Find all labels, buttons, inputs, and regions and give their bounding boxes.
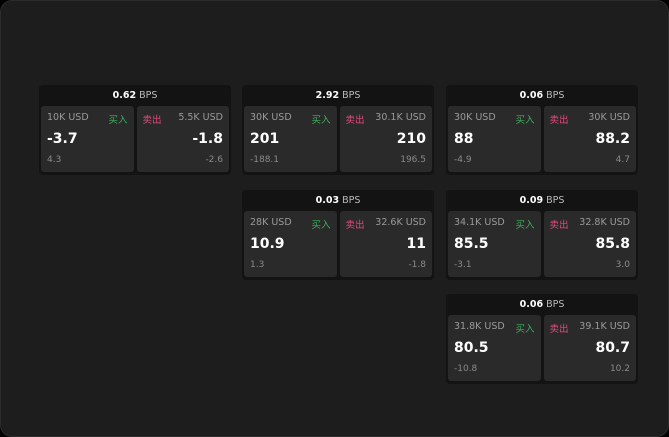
buy-button[interactable]: 10K USD 买入 -3.7 4.3 (41, 106, 134, 172)
buy-label: 买入 (515, 324, 535, 335)
buy-price: -3.7 (47, 131, 78, 147)
spread-value: 0.03 (315, 195, 340, 206)
quote-card: 0.03 BPS 28K USD 买入 10.9 1.3 卖出 32.6K USD… (242, 190, 434, 280)
quote-card: 0.06 BPS 31.8K USD 买入 80.5 -10.8 卖出 39.1K… (446, 294, 638, 384)
buy-button[interactable]: 31.8K USD 买入 80.5 -10.8 (448, 315, 541, 381)
buy-quantity: 10K USD (47, 112, 89, 123)
spread-unit: BPS (342, 90, 361, 101)
spread-unit: BPS (139, 90, 158, 101)
sell-label: 卖出 (549, 324, 569, 335)
sell-label: 卖出 (549, 115, 569, 126)
sell-label: 卖出 (549, 220, 569, 231)
buy-button[interactable]: 30K USD 买入 201 -188.1 (244, 106, 337, 172)
buy-label: 买入 (515, 115, 535, 126)
spread-header: 0.09 BPS (446, 190, 638, 211)
buy-price: 201 (250, 131, 280, 147)
spread-header: 0.06 BPS (446, 294, 638, 315)
sell-quantity: 30.1K USD (375, 112, 426, 123)
sell-button[interactable]: 卖出 32.8K USD 85.8 3.0 (543, 211, 636, 277)
sell-label: 卖出 (345, 115, 365, 126)
buy-quantity: 30K USD (250, 112, 292, 123)
spread-header: 0.06 BPS (446, 85, 638, 106)
sell-change: 3.0 (615, 260, 630, 270)
spread-value: 0.06 (519, 299, 544, 310)
sell-price: -1.8 (192, 131, 223, 147)
spread-unit: BPS (546, 90, 565, 101)
sell-price: 11 (406, 236, 426, 252)
buy-label: 买入 (515, 220, 535, 231)
buy-quantity: 30K USD (454, 112, 496, 123)
sell-button[interactable]: 卖出 30K USD 88.2 4.7 (543, 106, 636, 172)
sell-change: -2.6 (205, 155, 223, 165)
spread-header: 2.92 BPS (242, 85, 434, 106)
sell-quantity: 5.5K USD (178, 112, 223, 123)
buy-change: -188.1 (250, 155, 280, 165)
buy-change: -3.1 (454, 260, 472, 270)
buy-button[interactable]: 34.1K USD 买入 85.5 -3.1 (448, 211, 541, 277)
quote-card: 2.92 BPS 30K USD 买入 201 -188.1 卖出 30.1K U… (242, 85, 434, 175)
sell-quantity: 32.6K USD (375, 217, 426, 228)
sell-button[interactable]: 卖出 32.6K USD 11 -1.8 (339, 211, 432, 277)
quote-card: 0.09 BPS 34.1K USD 买入 85.5 -3.1 卖出 32.8K … (446, 190, 638, 280)
sell-change: 196.5 (400, 155, 426, 165)
sell-button[interactable]: 卖出 5.5K USD -1.8 -2.6 (136, 106, 229, 172)
sell-quantity: 39.1K USD (579, 321, 630, 332)
quote-card: 0.62 BPS 10K USD 买入 -3.7 4.3 卖出 5.5K USD … (39, 85, 231, 175)
quote-card: 0.06 BPS 30K USD 买入 88 -4.9 卖出 30K USD 88… (446, 85, 638, 175)
sell-change: 10.2 (609, 364, 630, 374)
sell-change: -1.8 (408, 260, 426, 270)
buy-price: 85.5 (454, 236, 489, 252)
buy-quantity: 34.1K USD (454, 217, 505, 228)
spread-value: 2.92 (315, 90, 340, 101)
buy-label: 买入 (311, 115, 331, 126)
sell-quantity: 30K USD (588, 112, 630, 123)
sell-label: 卖出 (345, 220, 365, 231)
spread-unit: BPS (546, 195, 565, 206)
sell-price: 85.8 (595, 236, 630, 252)
buy-change: -10.8 (454, 364, 478, 374)
buy-button[interactable]: 28K USD 买入 10.9 1.3 (244, 211, 337, 277)
spread-unit: BPS (342, 195, 361, 206)
buy-button[interactable]: 30K USD 买入 88 -4.9 (448, 106, 541, 172)
buy-label: 买入 (311, 220, 331, 231)
sell-button[interactable]: 卖出 30.1K USD 210 196.5 (339, 106, 432, 172)
sell-quantity: 32.8K USD (579, 217, 630, 228)
buy-price: 80.5 (454, 340, 489, 356)
buy-change: -4.9 (454, 155, 472, 165)
spread-header: 0.03 BPS (242, 190, 434, 211)
spread-value: 0.62 (112, 90, 137, 101)
sell-price: 80.7 (595, 340, 630, 356)
buy-label: 买入 (108, 115, 128, 126)
sell-change: 4.7 (615, 155, 630, 165)
sell-price: 88.2 (595, 131, 630, 147)
sell-label: 卖出 (142, 115, 162, 126)
spread-unit: BPS (546, 299, 565, 310)
buy-price: 10.9 (250, 236, 285, 252)
buy-quantity: 31.8K USD (454, 321, 505, 332)
buy-quantity: 28K USD (250, 217, 292, 228)
buy-change: 4.3 (47, 155, 62, 165)
spread-value: 0.09 (519, 195, 544, 206)
sell-button[interactable]: 卖出 39.1K USD 80.7 10.2 (543, 315, 636, 381)
buy-change: 1.3 (250, 260, 265, 270)
buy-price: 88 (454, 131, 474, 147)
spread-value: 0.06 (519, 90, 544, 101)
spread-header: 0.62 BPS (39, 85, 231, 106)
sell-price: 210 (396, 131, 426, 147)
